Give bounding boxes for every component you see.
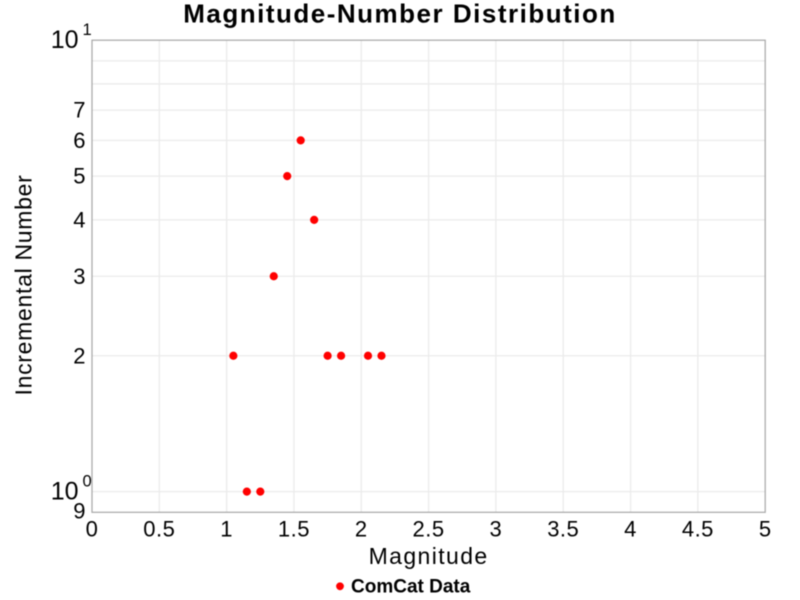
svg-text:5: 5: [759, 516, 772, 541]
svg-text:Incremental Number: Incremental Number: [11, 175, 37, 396]
svg-text:0.5: 0.5: [143, 516, 175, 541]
svg-text:1: 1: [83, 21, 92, 39]
svg-text:Magnitude-Number Distribution: Magnitude-Number Distribution: [183, 0, 616, 28]
svg-text:9: 9: [73, 499, 85, 524]
svg-text:0: 0: [83, 473, 92, 491]
svg-text:2: 2: [355, 516, 368, 541]
svg-text:0: 0: [86, 516, 99, 541]
svg-text:2.5: 2.5: [413, 516, 445, 541]
svg-text:10: 10: [51, 26, 79, 54]
svg-text:6: 6: [73, 128, 85, 153]
svg-text:3.5: 3.5: [547, 516, 579, 541]
svg-text:1.5: 1.5: [278, 516, 310, 541]
svg-text:4.5: 4.5: [682, 516, 714, 541]
svg-text:1: 1: [220, 516, 233, 541]
svg-text:3: 3: [490, 516, 503, 541]
svg-text:7: 7: [73, 98, 85, 123]
svg-text:5: 5: [73, 164, 85, 189]
svg-text:ComCat Data: ComCat Data: [351, 577, 471, 598]
svg-text:4: 4: [624, 516, 637, 541]
svg-text:Magnitude: Magnitude: [369, 543, 489, 569]
svg-text:4: 4: [73, 207, 85, 232]
svg-text:2: 2: [73, 343, 85, 368]
svg-text:10: 10: [51, 478, 79, 506]
svg-text:3: 3: [73, 264, 85, 289]
